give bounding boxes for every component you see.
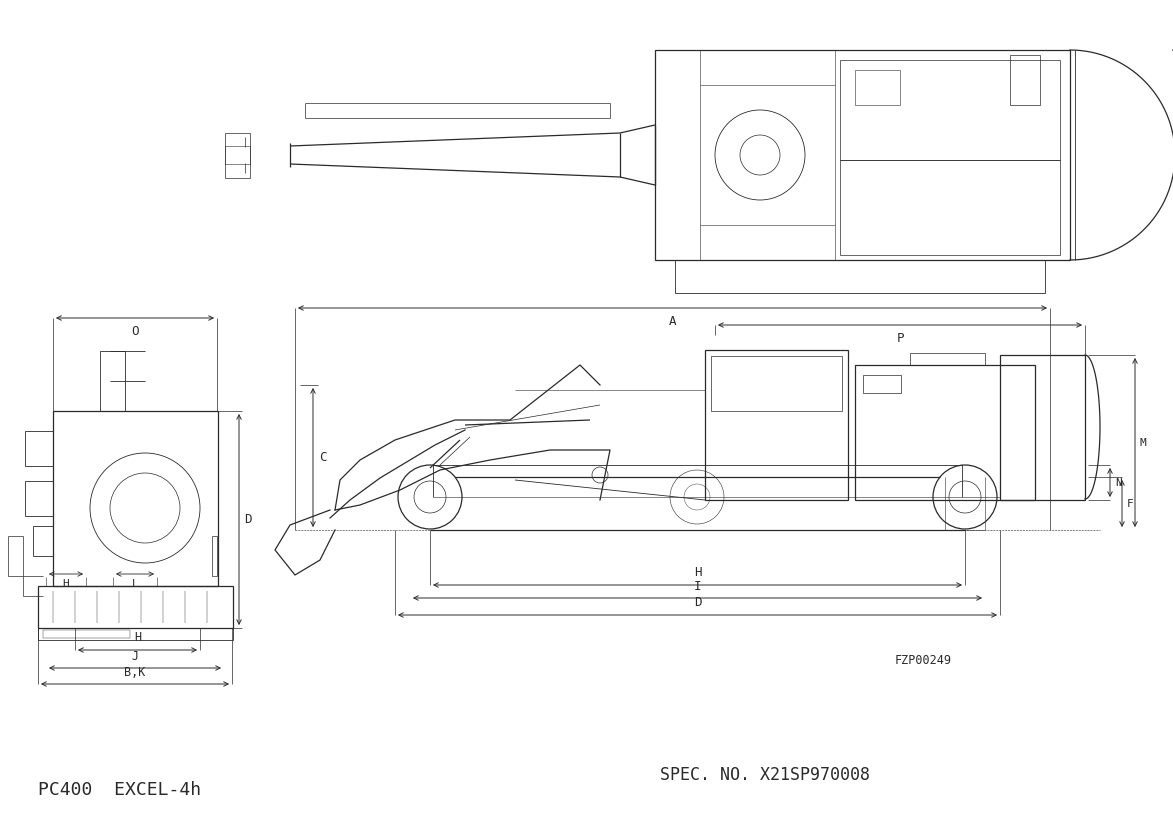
Text: H: H: [62, 579, 69, 589]
Text: J: J: [131, 650, 138, 663]
Bar: [43, 630, 130, 638]
Bar: [25, 481, 53, 516]
Text: I: I: [693, 580, 701, 593]
Bar: [38, 628, 233, 640]
Text: B,K: B,K: [124, 666, 145, 679]
Text: P: P: [896, 332, 903, 345]
Text: PC400  EXCEL-4h: PC400 EXCEL-4h: [38, 781, 201, 799]
Bar: [100, 351, 126, 411]
Text: H: H: [693, 566, 701, 579]
Text: SPEC. NO. X21SP970008: SPEC. NO. X21SP970008: [660, 766, 870, 784]
Text: M: M: [1140, 438, 1147, 447]
Bar: [225, 133, 250, 178]
Bar: [910, 353, 985, 365]
Bar: [840, 160, 1060, 255]
Text: H: H: [134, 631, 141, 644]
Text: A: A: [669, 315, 677, 328]
Bar: [25, 431, 53, 466]
Bar: [855, 70, 900, 105]
Bar: [53, 411, 218, 586]
Text: F: F: [1127, 499, 1134, 508]
Bar: [840, 60, 1060, 160]
Bar: [1010, 55, 1040, 105]
Text: FZP00249: FZP00249: [895, 653, 952, 667]
Bar: [855, 365, 1035, 500]
Bar: [33, 526, 53, 556]
Bar: [711, 356, 842, 411]
Text: O: O: [131, 325, 138, 338]
Bar: [674, 260, 1045, 293]
Bar: [705, 350, 848, 500]
Text: D: D: [244, 513, 251, 526]
Bar: [1001, 355, 1085, 500]
Text: N: N: [1116, 477, 1121, 488]
Bar: [212, 536, 217, 576]
Bar: [655, 50, 1070, 260]
Bar: [863, 375, 901, 393]
Text: C: C: [319, 451, 326, 464]
Text: D: D: [693, 596, 701, 609]
Text: L: L: [131, 579, 138, 589]
Bar: [8, 536, 23, 576]
Bar: [38, 586, 233, 628]
Bar: [225, 146, 250, 164]
